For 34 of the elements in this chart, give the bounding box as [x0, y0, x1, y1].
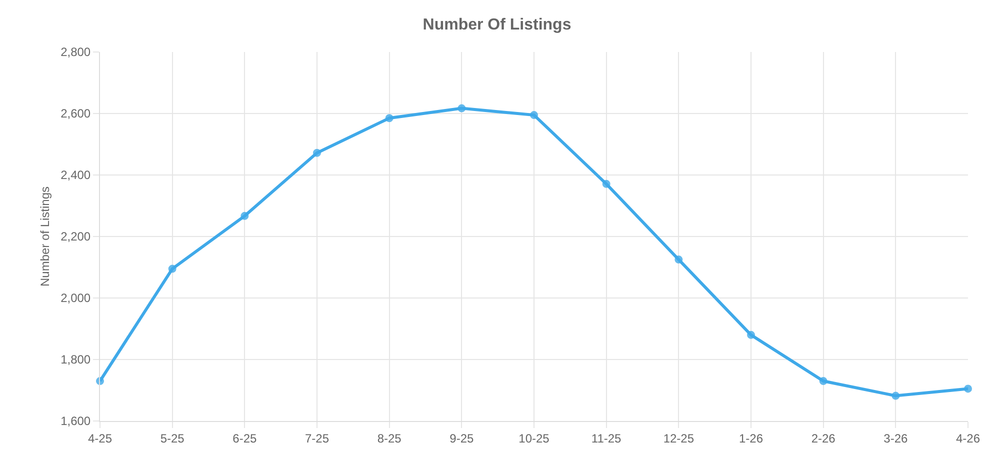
point [747, 330, 755, 339]
y-tick-label: 2,600 [60, 106, 91, 121]
x-tick-label: 11-25 [591, 431, 622, 446]
x-tick-label: 5-25 [160, 431, 185, 446]
x-tick-label: 1-26 [738, 431, 764, 446]
x-tick-label: 9-25 [450, 431, 474, 446]
point [530, 111, 538, 120]
x-tick-label: 3-26 [884, 431, 908, 446]
y-tick-label: 1,800 [60, 352, 91, 367]
x-tick-label: 8-25 [377, 431, 402, 446]
point [168, 264, 176, 273]
y-tick-label: 2,000 [60, 291, 91, 306]
point [819, 377, 828, 386]
y-tick-label: 1,600 [60, 414, 91, 428]
x-tick-label: 2-26 [811, 431, 836, 446]
x-tick-label: 4-25 [88, 431, 112, 446]
point [313, 148, 321, 157]
point [602, 180, 610, 188]
x-tick-label: 6-25 [232, 431, 257, 446]
y-axis-title: Number of Listings [38, 186, 52, 287]
y-tick-label: 2,200 [60, 230, 91, 244]
y-tick-label: 2,400 [60, 168, 91, 182]
x-tick-label: 10-25 [518, 431, 550, 446]
point [964, 384, 972, 393]
chart-title: Number Of Listings [422, 16, 572, 34]
point [385, 114, 394, 122]
y-tick-label: 2,800 [60, 45, 91, 60]
point [892, 392, 900, 400]
point [674, 256, 683, 264]
x-tick-label: 12-25 [663, 431, 694, 446]
point [240, 212, 249, 220]
point [458, 104, 466, 112]
x-tick-label: 4-26 [956, 431, 980, 446]
x-tick-label: 7-25 [304, 431, 330, 446]
